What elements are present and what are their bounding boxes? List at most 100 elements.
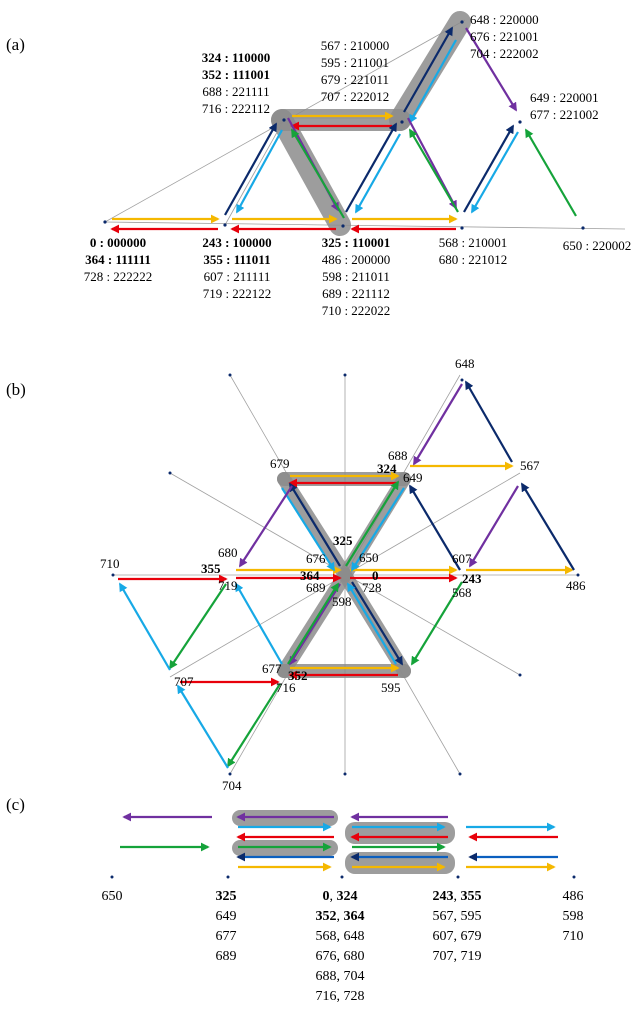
node-label: 704 : 222002 — [470, 46, 539, 61]
arrow-green — [525, 128, 577, 217]
panel-a-arrows — [110, 26, 577, 234]
arrow-purple — [289, 583, 341, 666]
node-label: 676, 680 — [316, 949, 365, 964]
arrow-purple — [239, 485, 293, 568]
arrow-cyan — [355, 133, 401, 214]
node-label: 719 : 222122 — [203, 286, 272, 301]
panel-a-nodes — [103, 20, 585, 230]
arrow-navy — [345, 122, 397, 213]
arrow-cyan — [177, 684, 229, 769]
node-label: 649 — [216, 909, 237, 924]
node-label: 355 : 111011 — [203, 252, 270, 267]
node-label: 567 — [520, 458, 540, 473]
panel-b-nodes — [111, 373, 580, 776]
panel-a-labels: 0 : 000000 364 : 111111 728 : 222222 243 : … — [84, 12, 632, 318]
node-label: 648 : 220000 — [470, 12, 539, 27]
node-label: 568 — [452, 585, 472, 600]
node-label: 568, 648 — [316, 929, 365, 944]
node-label: 355 — [201, 561, 221, 576]
arrow-navy — [465, 380, 513, 463]
node-label: 607 — [452, 551, 472, 566]
node-label: 0 : 000000 — [90, 235, 146, 250]
arrow-cyan — [347, 582, 397, 665]
node-label: 243 — [462, 571, 482, 586]
arrow-green — [287, 582, 339, 665]
arrow-purple — [469, 485, 519, 568]
node-label: 716 : 222112 — [202, 101, 270, 116]
node-label: 677 — [216, 929, 237, 944]
node-label: 352 — [288, 668, 308, 683]
panel-b-arrows — [118, 380, 575, 769]
arrow-green — [345, 480, 399, 567]
node-label: 680 : 221012 — [439, 252, 508, 267]
arrow-navy — [463, 124, 514, 213]
arrow-navy — [289, 482, 341, 567]
node-label: 649 — [403, 470, 423, 485]
node-label: 567, 595 — [433, 909, 482, 924]
arrow-navy — [224, 122, 277, 216]
node-label: 567 : 210000 — [321, 38, 390, 53]
node-label: 716, 728 — [316, 989, 365, 1004]
node-label: 728 — [362, 580, 382, 595]
node-label: 607, 679 — [433, 929, 482, 944]
node-label: 710 — [563, 929, 584, 944]
arrow-green — [409, 128, 459, 213]
arrow-green — [411, 581, 463, 666]
node-label: 680 — [218, 545, 238, 560]
panel-a-label: (a) — [6, 35, 25, 54]
node-label: 728 : 222222 — [84, 269, 153, 284]
node-label: 704 — [222, 778, 242, 793]
node-label: 352 : 111001 — [202, 67, 270, 82]
node-label: 325 : 110001 — [322, 235, 391, 250]
node-label: 607 : 211111 — [204, 269, 271, 284]
arrow-navy — [409, 484, 461, 571]
node-label: 719 — [218, 578, 238, 593]
node-label: 364 : 111111 — [85, 252, 151, 267]
node-label: 707 : 222012 — [321, 89, 390, 104]
panel-a-diagram: 0 : 000000 364 : 111111 728 : 222222 243 : … — [84, 11, 632, 318]
node-label: 486 : 200000 — [322, 252, 391, 267]
node-label: 486 — [566, 578, 586, 593]
node-label: 325 — [333, 533, 353, 548]
node-label: 650 — [102, 889, 123, 904]
node-label: 679 : 221011 — [321, 72, 389, 87]
arrow-cyan — [471, 131, 519, 214]
panel-c-nodes — [110, 875, 576, 879]
arrow-navy — [403, 26, 453, 113]
panel-c-labels: 650 325 649 677 689 0, 324 352, 364 568, 648 676… — [102, 889, 584, 1004]
node-label: 707 — [174, 674, 194, 689]
node-label: 710 : 222022 — [322, 303, 391, 318]
panel-b-label: (b) — [6, 380, 26, 399]
node-label: 324 — [377, 461, 397, 476]
panel-c-diagram: 650 325 649 677 689 0, 324 352, 364 568, 648 676… — [102, 810, 584, 1004]
arrow-cyan — [235, 582, 283, 665]
node-label: 689 : 221112 — [322, 286, 390, 301]
arrow-green — [291, 128, 345, 219]
node-label: 0 — [372, 568, 379, 583]
node-label: 710 — [100, 556, 120, 571]
node-label: 486 — [563, 889, 584, 904]
arrow-navy — [351, 581, 403, 666]
node-label: 677 : 221002 — [530, 107, 599, 122]
arrow-navy — [521, 482, 575, 571]
node-label: 649 : 220001 — [530, 90, 599, 105]
arrow-cyan — [281, 487, 335, 572]
arrow-purple — [465, 27, 517, 112]
node-label: 352, 364 — [316, 909, 365, 924]
arrow-cyan — [351, 487, 405, 572]
node-label: 650 — [359, 550, 379, 565]
node-label: 688 : 221111 — [202, 84, 269, 99]
arrow-purple — [413, 383, 463, 466]
node-label: 364 — [300, 568, 320, 583]
panel-c-highlight — [232, 810, 455, 874]
node-label: 676 : 221001 — [470, 29, 539, 44]
node-label: 688, 704 — [316, 969, 365, 984]
node-label: 689 — [306, 580, 326, 595]
node-label: 716 — [276, 680, 296, 695]
arrow-cyan — [236, 129, 283, 214]
arrow-green — [169, 583, 227, 670]
panel-c-label: (c) — [6, 795, 25, 814]
